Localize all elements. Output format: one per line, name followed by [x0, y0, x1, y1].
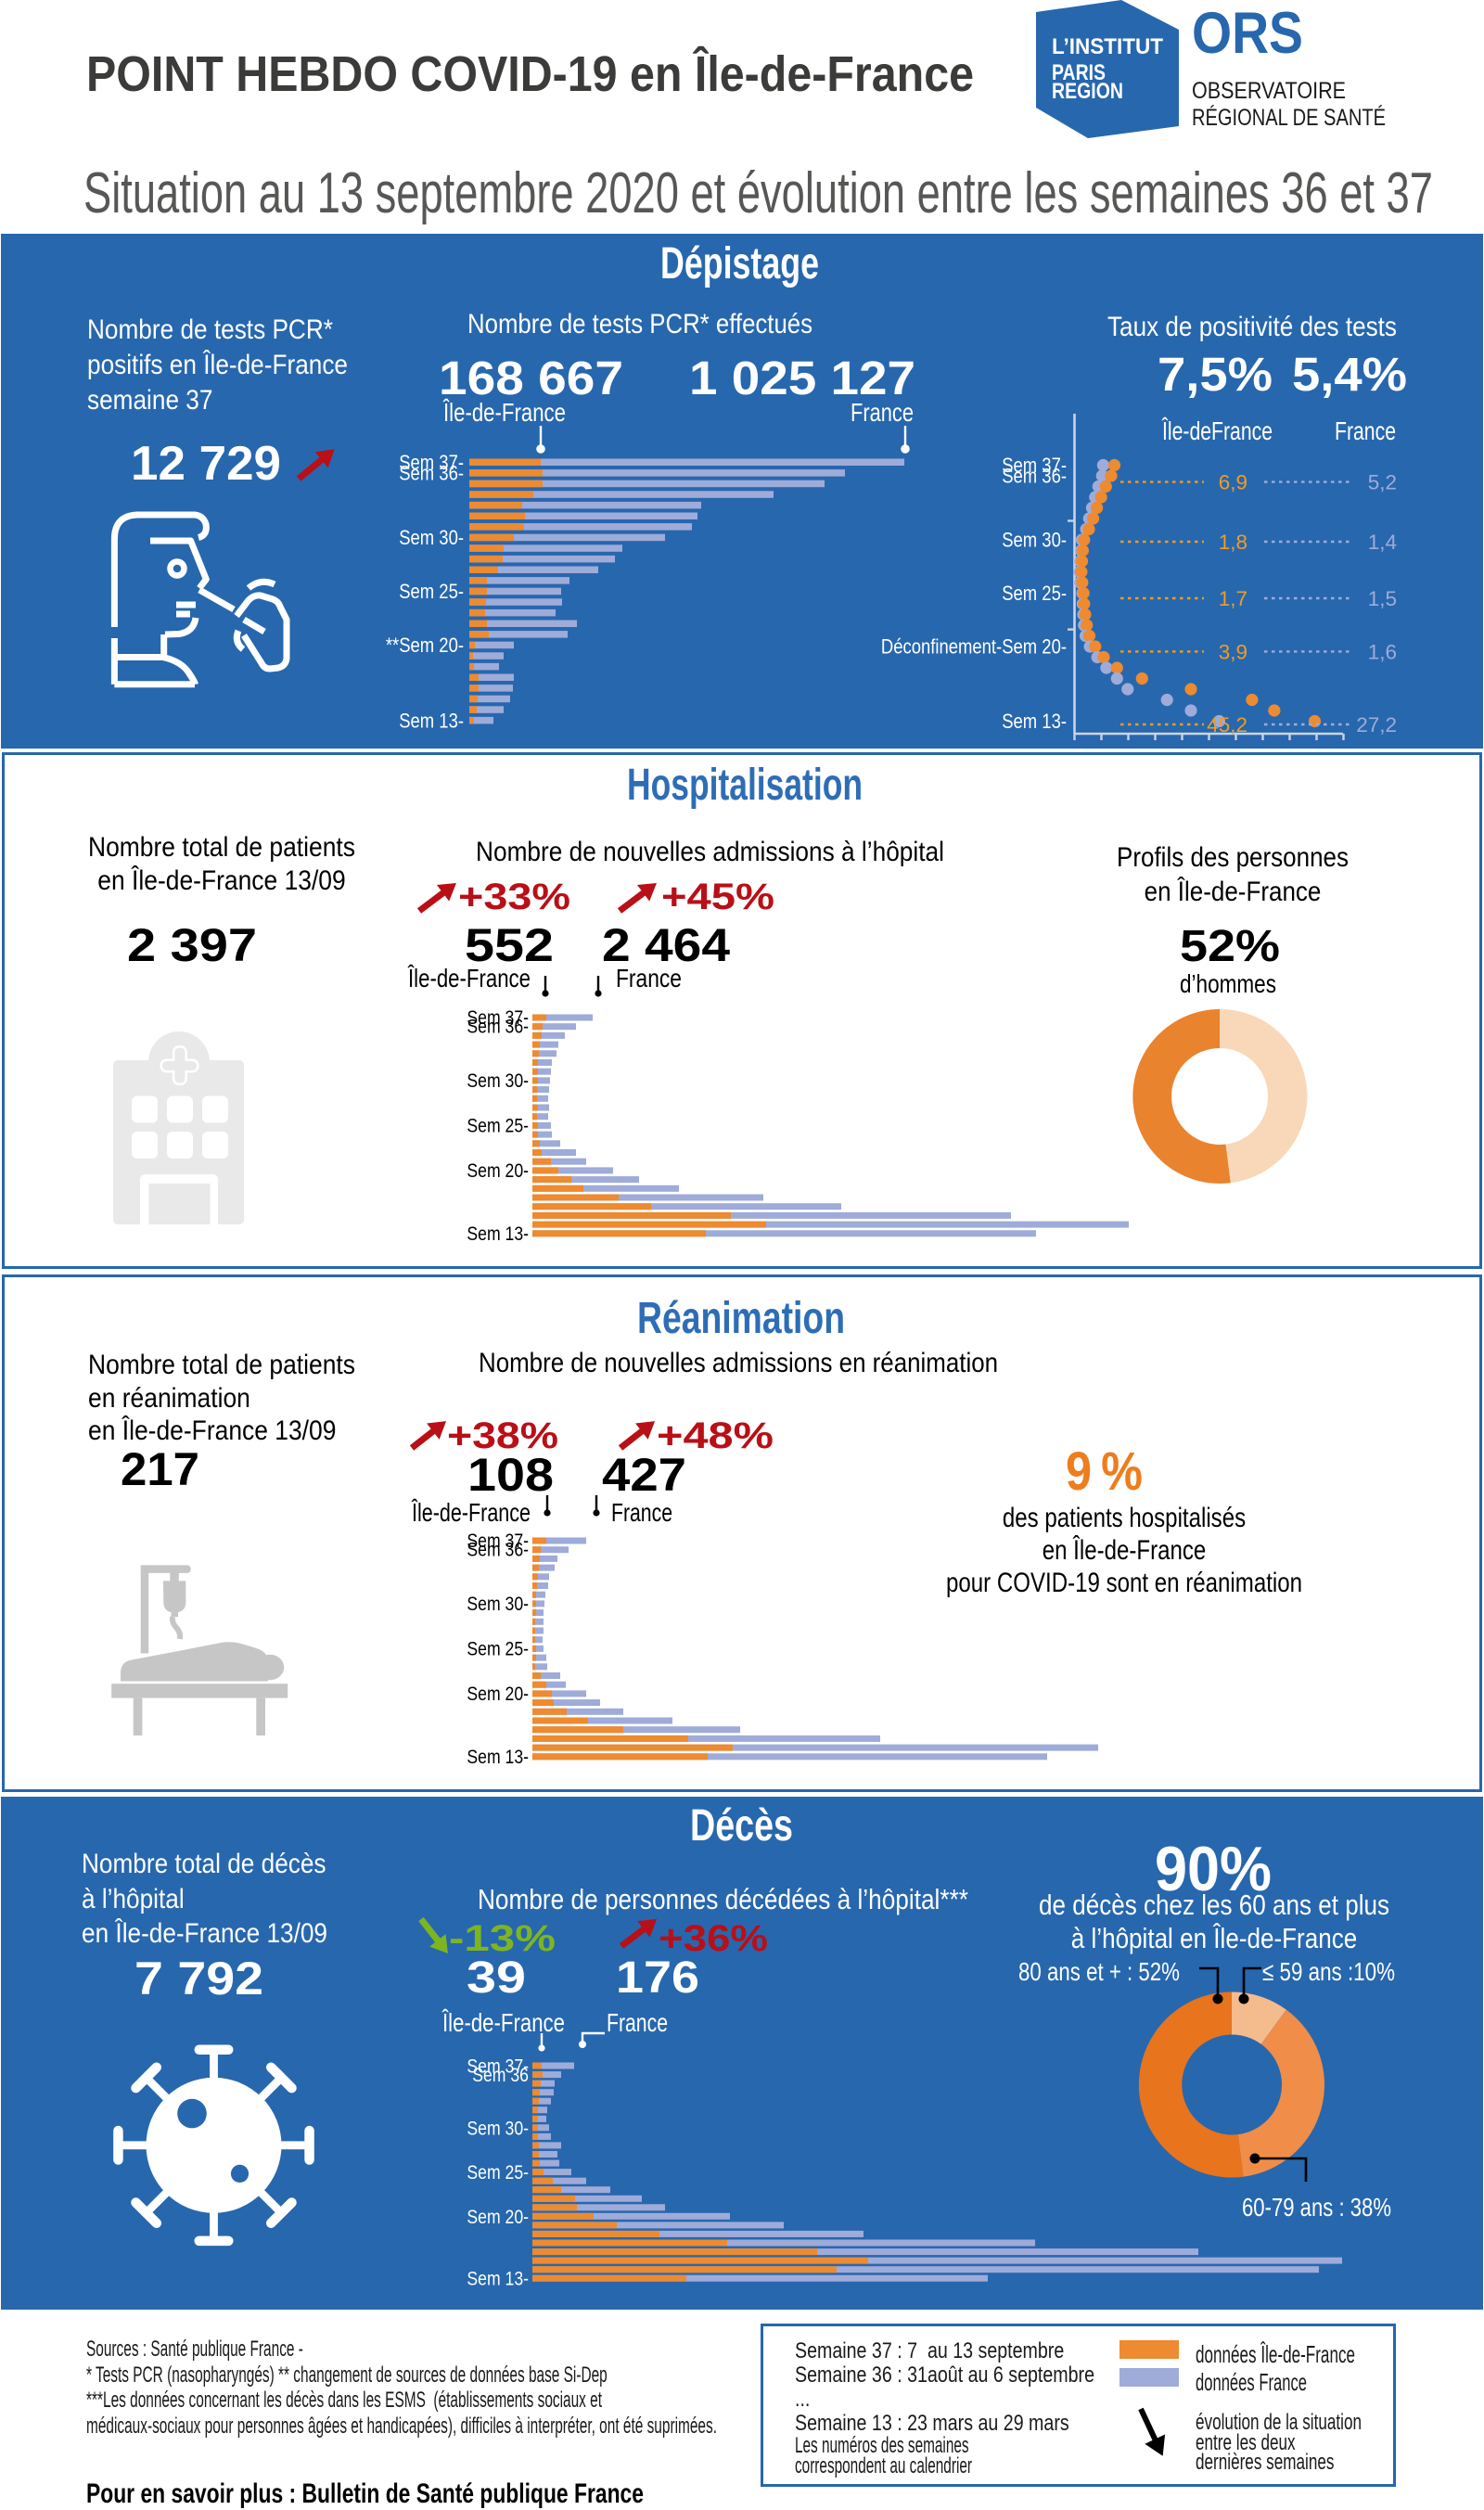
svg-text:1,7: 1,7 — [1219, 587, 1247, 610]
svg-text:Sem 20-: Sem 20- — [467, 1159, 529, 1182]
svg-text:Sem 37-: Sem 37- — [467, 2055, 529, 2078]
svg-text:Sem 36-: Sem 36- — [467, 1016, 529, 1038]
svg-text:**Sem 20-: **Sem 20- — [386, 635, 464, 658]
svg-text:Déconfinement-Sem 20-: Déconfinement-Sem 20- — [881, 636, 1067, 659]
svg-text:Sem 20-: Sem 20- — [467, 2206, 529, 2228]
svg-text:Sem 13-: Sem 13- — [467, 1223, 529, 1245]
svg-text:Sem 37-: Sem 37- — [399, 453, 464, 475]
svg-text:Sem 36: Sem 36 — [472, 2065, 529, 2087]
svg-text:Sem 25-: Sem 25- — [467, 2162, 529, 2184]
svg-text:27,2: 27,2 — [1356, 713, 1397, 736]
svg-text:Sem 30-: Sem 30- — [467, 2118, 529, 2140]
svg-text:Sem 13-: Sem 13- — [1002, 711, 1067, 734]
svg-text:3,9: 3,9 — [1219, 640, 1247, 663]
svg-text:Sem 13-: Sem 13- — [399, 711, 464, 733]
svg-text:Sem 30-: Sem 30- — [1002, 530, 1067, 552]
svg-text:Sem 25-: Sem 25- — [399, 582, 464, 604]
svg-text:1,6: 1,6 — [1368, 640, 1397, 663]
svg-text:Sem 37-: Sem 37- — [1002, 455, 1067, 478]
svg-text:Sem 36-: Sem 36- — [1002, 466, 1067, 488]
svg-text:Sem 30-: Sem 30- — [467, 1069, 529, 1092]
svg-text:6,9: 6,9 — [1219, 471, 1247, 494]
svg-text:Sem 30-: Sem 30- — [467, 1593, 529, 1615]
svg-text:Sem 25-: Sem 25- — [467, 1115, 529, 1137]
svg-text:Sem 25-: Sem 25- — [467, 1638, 529, 1660]
svg-text:1,5: 1,5 — [1368, 587, 1397, 610]
svg-text:Sem 13-: Sem 13- — [467, 2268, 529, 2290]
svg-text:Sem 37-: Sem 37- — [467, 1007, 529, 1030]
svg-text:Sem 36-: Sem 36- — [399, 463, 464, 485]
svg-text:5,2: 5,2 — [1368, 471, 1397, 494]
svg-text:Sem 30-: Sem 30- — [399, 528, 464, 550]
svg-text:Sem 13-: Sem 13- — [467, 1746, 529, 1768]
svg-text:Sem 36-: Sem 36- — [467, 1539, 529, 1561]
svg-text:Sem 20-: Sem 20- — [467, 1683, 529, 1705]
svg-text:1,8: 1,8 — [1219, 531, 1247, 554]
svg-text:Sem 25-: Sem 25- — [1002, 583, 1067, 606]
svg-text:Sem 37-: Sem 37- — [467, 1530, 529, 1553]
svg-text:1,4: 1,4 — [1368, 531, 1397, 554]
svg-text:45,2: 45,2 — [1207, 713, 1247, 736]
